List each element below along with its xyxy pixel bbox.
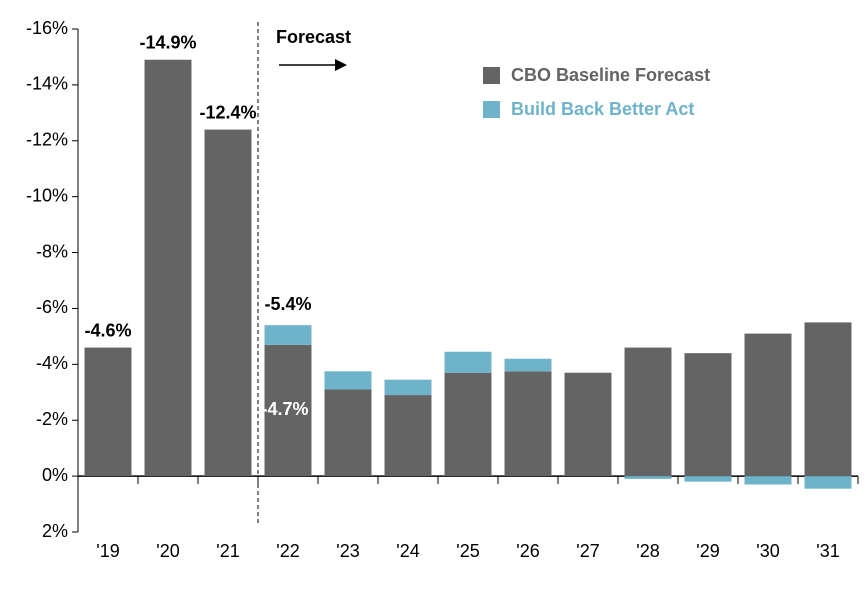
- x-tick-label: '30: [756, 541, 779, 561]
- bar-segment: [84, 347, 132, 477]
- bar-segment: [504, 371, 552, 477]
- legend-label: CBO Baseline Forecast: [511, 65, 710, 85]
- bar-segment: [384, 379, 432, 396]
- legend-swatch: [483, 67, 500, 84]
- bar-segment: [684, 353, 732, 477]
- forecast-label: Forecast: [276, 27, 351, 47]
- bar-segment: [264, 325, 312, 345]
- bar-segment: [504, 358, 552, 372]
- x-tick-label: '20: [156, 541, 179, 561]
- y-tick-label: -16%: [26, 18, 68, 38]
- forecast-arrowhead: [335, 59, 347, 71]
- y-tick-label: 2%: [42, 521, 68, 541]
- x-tick-label: '29: [696, 541, 719, 561]
- x-tick-label: '22: [276, 541, 299, 561]
- x-tick-label: '21: [216, 541, 239, 561]
- y-tick-label: 0%: [42, 465, 68, 485]
- bar-segment: [744, 333, 792, 477]
- y-tick-label: -8%: [36, 241, 68, 261]
- bar-segment: [564, 372, 612, 477]
- bar-segment: [804, 476, 852, 489]
- bar-segment: [384, 395, 432, 477]
- x-tick-label: '26: [516, 541, 539, 561]
- bar-segment: [684, 476, 732, 482]
- y-tick-label: -2%: [36, 409, 68, 429]
- bar-segment: [204, 129, 252, 477]
- x-tick-label: '19: [96, 541, 119, 561]
- x-tick-label: '28: [636, 541, 659, 561]
- bar-segment: [624, 347, 672, 477]
- value-label: -4.6%: [84, 320, 131, 340]
- bar-segment: [744, 476, 792, 485]
- legend-swatch: [483, 101, 500, 118]
- value-label: -12.4%: [199, 102, 256, 122]
- value-label: -14.9%: [139, 32, 196, 52]
- x-tick-label: '25: [456, 541, 479, 561]
- bar-segment: [444, 372, 492, 477]
- x-tick-label: '27: [576, 541, 599, 561]
- total-label: -5.4%: [264, 294, 311, 314]
- x-tick-label: '23: [336, 541, 359, 561]
- y-tick-label: -4%: [36, 353, 68, 373]
- bar-segment: [324, 389, 372, 477]
- bar-segment: [324, 371, 372, 390]
- y-tick-label: -10%: [26, 185, 68, 205]
- bar-segment: [624, 476, 672, 479]
- x-tick-label: '24: [396, 541, 419, 561]
- value-label: -4.7%: [262, 399, 309, 419]
- y-tick-label: -12%: [26, 130, 68, 150]
- y-tick-label: -6%: [36, 297, 68, 317]
- y-tick-label: -14%: [26, 74, 68, 94]
- bar-segment: [264, 344, 312, 477]
- bar-segment: [804, 322, 852, 477]
- x-tick-label: '31: [816, 541, 839, 561]
- bar-segment: [144, 59, 192, 477]
- bar-segment: [444, 351, 492, 373]
- legend-label: Build Back Better Act: [511, 99, 694, 119]
